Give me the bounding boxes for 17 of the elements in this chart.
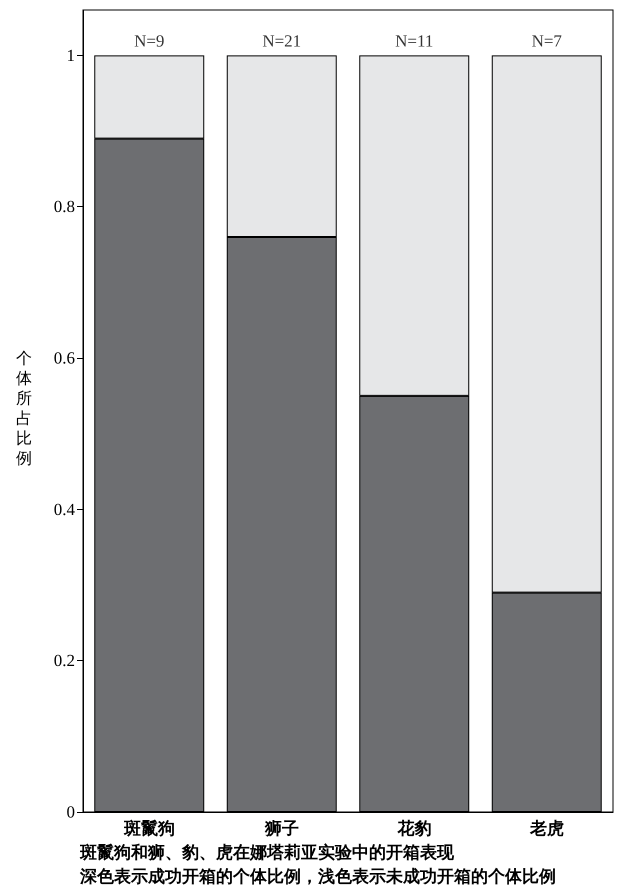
x-tick-label: 斑鬣狗 xyxy=(122,819,175,838)
y-tick-label: 0.6 xyxy=(54,348,75,368)
text: 斑鬣狗和狮、豹、虎在娜塔莉亚实验中的开箱表现 xyxy=(79,843,455,862)
annotation: N=9 xyxy=(134,31,164,50)
annotation: N=11 xyxy=(395,31,434,50)
x-tick-label: 花豹 xyxy=(396,819,432,838)
y-tick-label: 0.4 xyxy=(54,500,76,519)
y-tick-label: 0.8 xyxy=(54,197,75,216)
y-tick-label: 0.2 xyxy=(54,651,75,670)
y-tick-label: 1 xyxy=(66,46,75,65)
annotation: N=7 xyxy=(532,31,562,50)
x-tick-label: 狮子 xyxy=(264,819,299,838)
text: 深色表示成功开箱的个体比例，浅色表示未成功开箱的个体比例 xyxy=(79,867,556,886)
y-axis-title: 个体所占比例 xyxy=(16,348,32,468)
x-tick-label: 老虎 xyxy=(528,819,564,838)
annotation: N=21 xyxy=(262,31,302,50)
y-tick-label: 0 xyxy=(66,802,75,822)
